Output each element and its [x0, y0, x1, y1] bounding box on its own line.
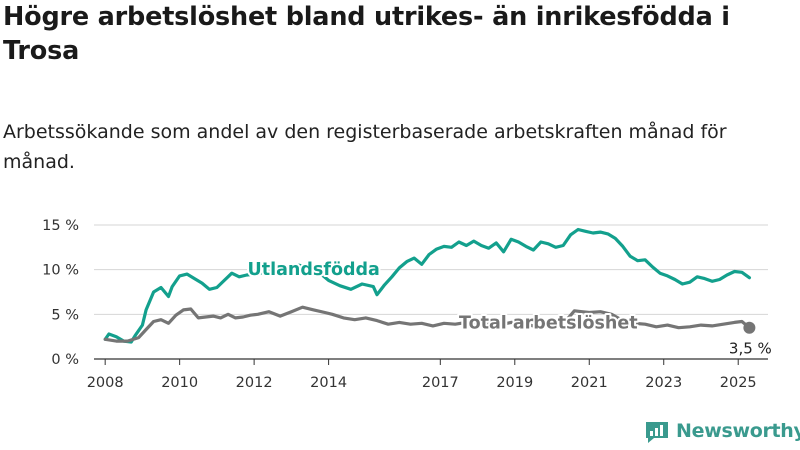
x-tick-label: 2025 — [720, 375, 757, 391]
page-title: Högre arbetslöshet bland utrikes- än inr… — [3, 2, 730, 66]
x-tick-label: 2012 — [236, 375, 273, 391]
brand-name: Newsworthy — [676, 420, 800, 442]
end-value-label: 3,5 % — [729, 340, 772, 358]
x-tick-label: 2008 — [87, 375, 124, 391]
series-label: Utlandsfödda — [248, 260, 380, 280]
page-subtitle: Arbetssökande som andel av den registerb… — [3, 121, 727, 173]
newsworthy-logo-icon — [646, 422, 668, 443]
brand: Newsworthy — [644, 418, 800, 444]
x-tick-label: 2021 — [571, 375, 608, 391]
x-tick-label: 2023 — [645, 375, 682, 391]
series-label-halo: Total arbetslöshet — [459, 314, 638, 334]
x-tick-label: 2019 — [496, 375, 533, 391]
series-label: Total arbetslöshet — [459, 314, 638, 334]
series-label-halo: Utlandsfödda — [248, 260, 380, 280]
x-tick-label: 2017 — [422, 375, 459, 391]
y-tick-label: 0 % — [51, 352, 79, 368]
y-tick-label: 15 % — [42, 218, 79, 234]
chart-series — [103, 227, 751, 344]
x-tick-label: 2014 — [310, 375, 347, 391]
end-point-marker — [743, 321, 756, 334]
series-line — [103, 227, 751, 344]
y-axis-ticks: 0 % 5 % 10 % 15 % — [42, 218, 79, 368]
y-tick-label: 5 % — [51, 307, 79, 323]
x-axis-ticks: 2008 2010 2012 2014 2017 2019 2021 2023 2025 — [87, 359, 757, 391]
chart-grid — [94, 224, 768, 360]
y-tick-label: 10 % — [42, 263, 79, 279]
series-line — [103, 305, 751, 343]
x-tick-label: 2010 — [161, 375, 198, 391]
